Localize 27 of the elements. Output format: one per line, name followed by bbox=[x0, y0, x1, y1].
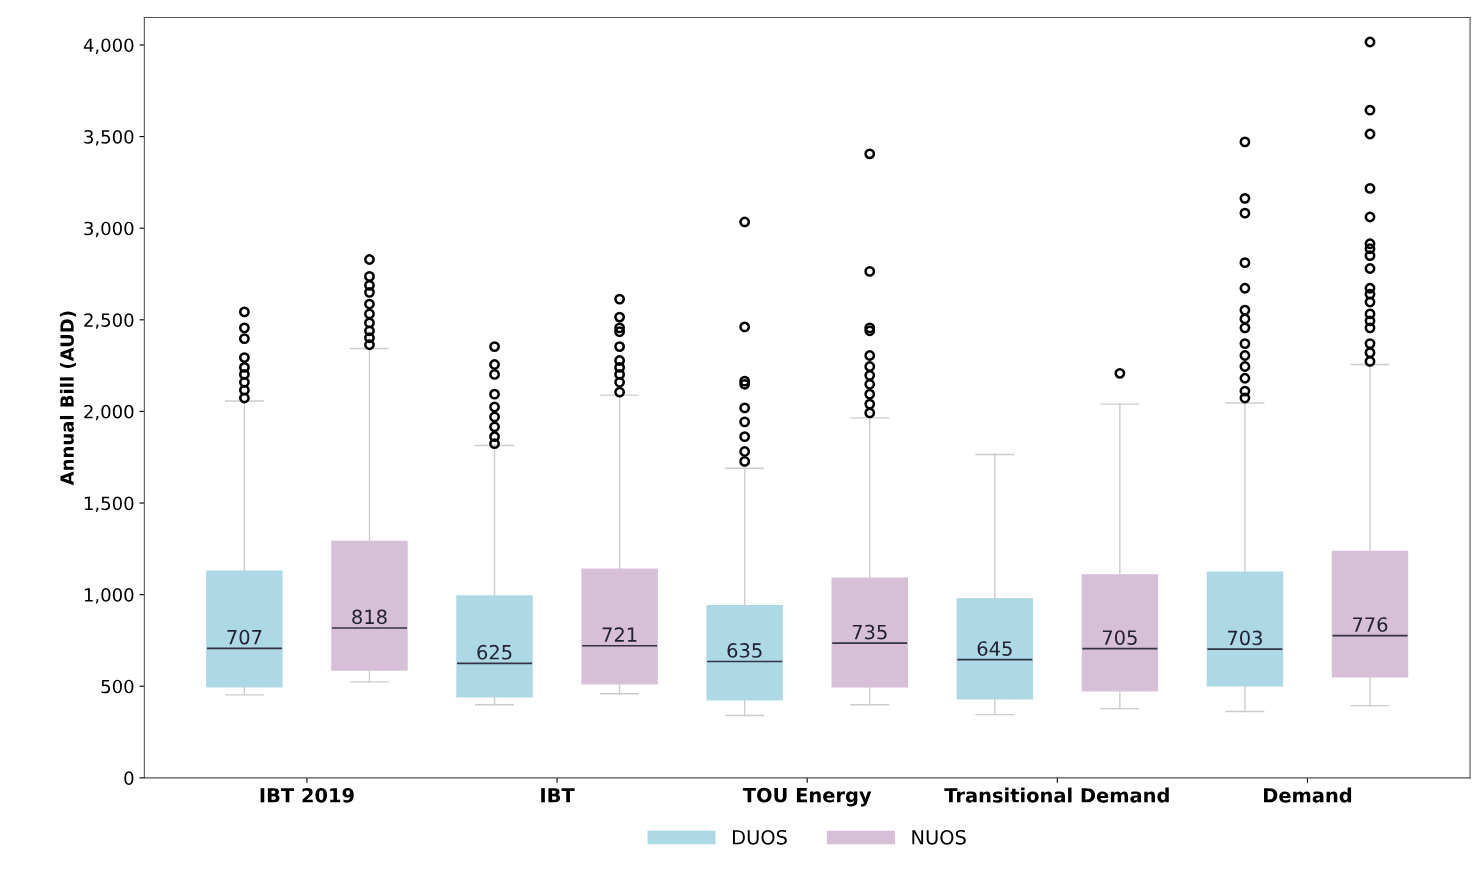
text: 645 bbox=[977, 641, 1012, 656]
legend-label: DUOS bbox=[733, 829, 787, 845]
legend-label: NUOS bbox=[912, 829, 966, 845]
y-tick-label: 4,000 bbox=[83, 38, 134, 54]
text: 735 bbox=[852, 624, 887, 640]
text: 818 bbox=[352, 609, 387, 625]
text: 635 bbox=[727, 643, 762, 658]
text: 721 bbox=[602, 627, 637, 642]
y-tick-label: 1,000 bbox=[84, 588, 134, 604]
x-tick-label: IBT 2019 bbox=[260, 787, 354, 803]
y-tick-label: 3,000 bbox=[84, 221, 134, 238]
text: 705 bbox=[1102, 630, 1137, 645]
x-tick-label: Demand bbox=[1264, 787, 1352, 803]
y-tick-label: 2,000 bbox=[84, 404, 134, 421]
text: 703 bbox=[1227, 630, 1262, 646]
x-tick-label: IBT bbox=[541, 788, 575, 803]
y-tick-label: 3,500 bbox=[84, 130, 134, 146]
y-tick-label: 500 bbox=[101, 679, 134, 694]
y-axis-title: Annual Bill (AUD) bbox=[59, 311, 77, 486]
y-tick-label: 2,500 bbox=[84, 313, 134, 329]
text: 707 bbox=[227, 629, 262, 645]
text: 625 bbox=[477, 644, 512, 660]
text: 776 bbox=[1353, 617, 1388, 632]
x-tick-label: TOU Energy bbox=[742, 787, 872, 807]
y-tick-label: 0 bbox=[124, 771, 134, 785]
x-tick-label: Transitional Demand bbox=[944, 787, 1169, 803]
y-tick-label: 1,500 bbox=[84, 496, 134, 512]
